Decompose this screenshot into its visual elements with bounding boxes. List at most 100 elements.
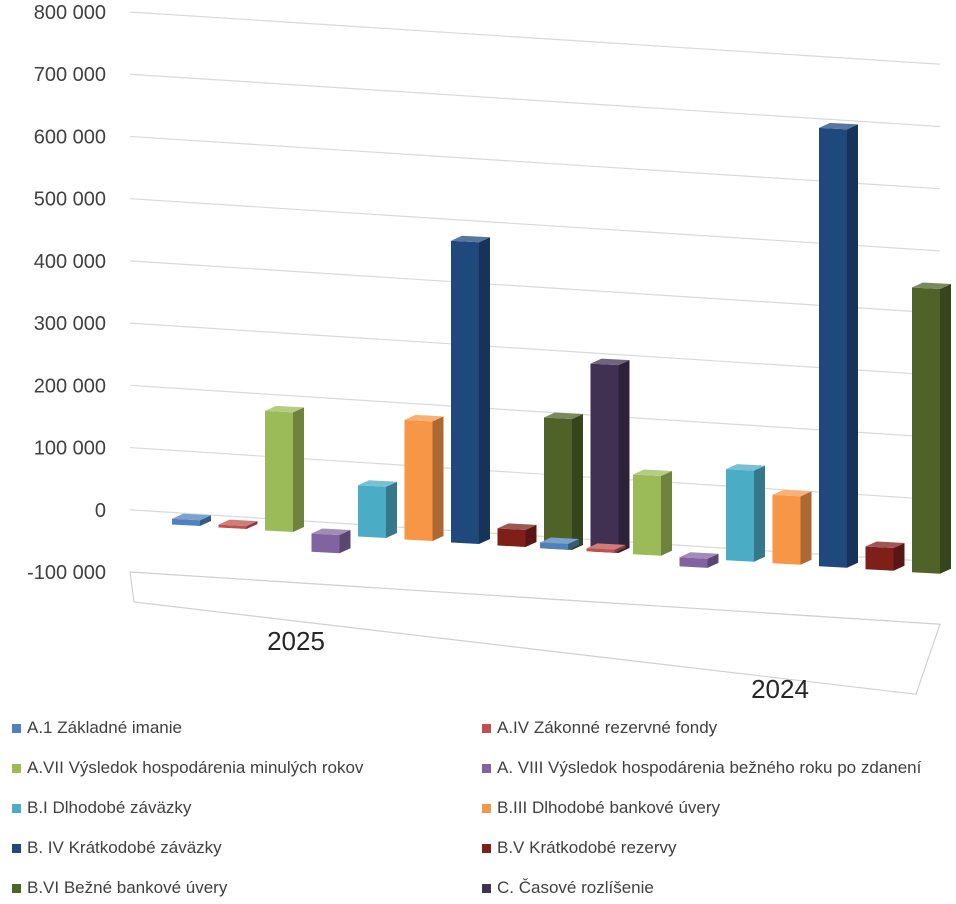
bar-side (754, 465, 765, 562)
bar-side (618, 360, 630, 553)
bar (590, 358, 630, 553)
bar-top (590, 358, 630, 366)
bar-front (497, 528, 526, 547)
legend-item: C. Časové rozlíšenie (482, 878, 654, 898)
legend-item: B.III Dlhodobé bankové úvery (482, 798, 720, 818)
legend-label: A.1 Základné imanie (27, 718, 182, 737)
bar-front (218, 524, 247, 529)
bar-front (540, 542, 568, 550)
bar-top (633, 469, 672, 477)
legend-item: A.IV Zákonné rezervné fondy (482, 718, 717, 738)
bar (451, 235, 490, 544)
bar-top (819, 122, 858, 130)
bar-side (525, 524, 537, 547)
bar-top (544, 412, 583, 420)
legend-swatch (12, 803, 21, 813)
gridline (129, 135, 941, 190)
y-tick-label: 700 000 (34, 64, 106, 86)
bar (912, 282, 951, 574)
legend-swatch (482, 763, 491, 773)
legend-label: B.VI Bežné bankové úvery (27, 878, 228, 897)
bar-top (358, 480, 397, 487)
bar-top (265, 405, 304, 413)
legend-label: B. IV Krátkodobé záväzky (27, 838, 222, 857)
bar-front (265, 410, 293, 532)
bar-front (633, 474, 661, 556)
bar-top (497, 523, 537, 530)
bar-top (451, 235, 490, 243)
x-category-label: 2025 (267, 626, 325, 656)
bar-top (540, 537, 579, 545)
bar-side (847, 124, 858, 568)
legend-swatch (482, 803, 491, 813)
gridline (129, 11, 941, 65)
legend-label: B.I Dlhodobé záväzky (27, 798, 192, 817)
legend-item: B.V Krátkodobé rezervy (482, 838, 677, 858)
bar-front (404, 419, 433, 541)
legend-swatch (482, 723, 491, 733)
gridline (129, 322, 941, 376)
bar-top (218, 519, 258, 527)
bar-top (726, 464, 765, 471)
legend-swatch (12, 883, 21, 893)
bar (540, 537, 579, 550)
bar-side (432, 416, 444, 541)
bar-side (568, 539, 579, 550)
bar-front (865, 546, 894, 571)
bar-front (358, 485, 386, 538)
bar-top (772, 489, 812, 497)
legend-label: A.VII Výsledok hospodárenia minulých rok… (27, 758, 364, 777)
y-tick-label: 800 000 (34, 2, 106, 24)
y-tick-label: 300 000 (34, 313, 106, 335)
legend-swatch (482, 883, 491, 893)
bar-front (912, 287, 940, 574)
bar (404, 414, 444, 541)
bar (865, 541, 905, 571)
legend-label: A. VIII Výsledok hospodárenia bežného ro… (497, 758, 922, 777)
floor-plane (129, 571, 941, 695)
bar-front (679, 557, 708, 568)
bar-side (386, 481, 397, 538)
bar-side (200, 515, 211, 526)
bar-side (614, 544, 626, 553)
bar-side (293, 407, 304, 532)
bar (586, 543, 626, 553)
bar-top (311, 528, 351, 535)
y-tick-label: 500 000 (34, 189, 106, 211)
gridline (129, 73, 941, 128)
bar-front (451, 240, 479, 544)
y-tick-label: -100 000 (27, 562, 106, 584)
y-tick-label: 400 000 (34, 251, 106, 273)
bar-front (311, 533, 340, 554)
legend-label: C. Časové rozlíšenie (497, 878, 654, 897)
bar-front (772, 494, 801, 565)
bar-top (912, 282, 951, 290)
legend-swatch (12, 843, 21, 853)
x-axis-categories: 2025 2024 (267, 626, 809, 704)
bar-front (586, 548, 615, 553)
bar (311, 528, 351, 554)
bar-side (661, 471, 672, 556)
bar-front (544, 417, 572, 550)
bars (172, 122, 951, 574)
legend-item: B.VI Bežné bankové úvery (12, 878, 227, 898)
gridline (129, 260, 941, 314)
bar-side (572, 414, 583, 550)
bar-top (679, 552, 719, 559)
bar-chart-3d: -100 000 0 100 000 200 000 300 000 400 000 500… (27, 2, 951, 704)
bar (544, 412, 583, 550)
legend-item: B. IV Krátkodobé záväzky (12, 838, 222, 858)
bar (633, 469, 672, 556)
bar-top (404, 414, 444, 422)
bar (265, 405, 304, 532)
bar-side (707, 553, 719, 568)
bar-top (865, 541, 905, 548)
legend-swatch (12, 763, 21, 773)
y-tick-label: 0 (95, 500, 106, 522)
legend-label: A.IV Zákonné rezervné fondy (497, 718, 718, 737)
bar (679, 552, 719, 568)
legend-label: B.V Krátkodobé rezervy (497, 838, 677, 857)
chart-floor (129, 571, 941, 695)
legend-swatch (482, 843, 491, 853)
y-tick-label: 200 000 (34, 375, 106, 397)
